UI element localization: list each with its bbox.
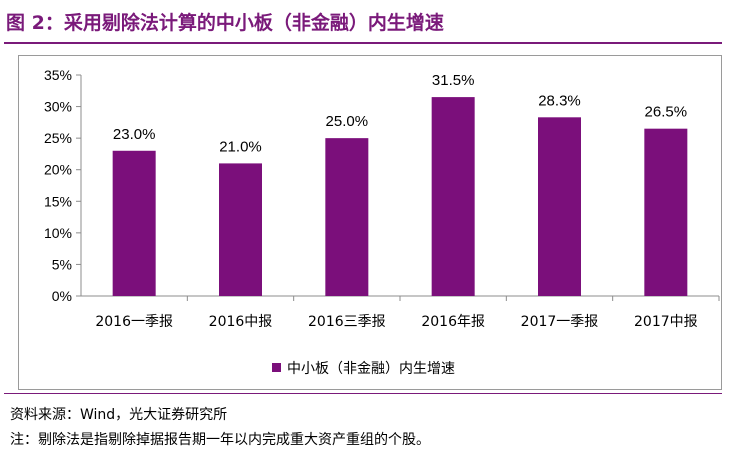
bar xyxy=(644,128,688,296)
bar xyxy=(112,150,156,296)
x-tick-label: 2016年报 xyxy=(421,314,485,330)
y-tick-label: 25% xyxy=(44,130,72,146)
bar-chart: 0% 5% 10% 15% 20% 25% 30% 35% 23.0% 2016一季报 21.0% 2… xyxy=(44,67,720,377)
method-note: 注：剔除法是指剔除掉据报告期一年以内完成重大资产重组的个股。 xyxy=(10,432,430,448)
figure-title: 图 2：采用剔除法计算的中小板（非金融）内生增速 xyxy=(6,12,444,34)
y-tick-label: 20% xyxy=(44,162,72,178)
x-tick-label: 2016三季报 xyxy=(308,314,386,330)
data-label: 26.5% xyxy=(645,104,688,121)
title-rule xyxy=(4,42,722,44)
data-label: 21.0% xyxy=(219,138,262,155)
footer-rule xyxy=(4,393,722,394)
data-label: 31.5% xyxy=(432,72,475,89)
y-tick-label: 15% xyxy=(44,193,72,209)
bar xyxy=(325,138,369,296)
data-label: 23.0% xyxy=(113,126,156,143)
y-tick-label: 10% xyxy=(44,225,72,241)
x-tick-label: 2016中报 xyxy=(209,314,273,330)
y-tick-label: 35% xyxy=(44,67,72,83)
x-tick-label: 2017一季报 xyxy=(521,314,599,330)
legend-label: 中小板（非金融）内生增速 xyxy=(287,361,455,377)
y-tick-label: 30% xyxy=(44,99,72,115)
data-label: 25.0% xyxy=(326,113,369,130)
source-note: 资料来源：Wind，光大证券研究所 xyxy=(10,407,228,423)
y-tick-label: 0% xyxy=(52,288,72,304)
data-label: 28.3% xyxy=(538,92,581,109)
legend-swatch xyxy=(272,363,281,372)
bar xyxy=(219,163,262,296)
x-tick-label: 2016一季报 xyxy=(95,314,173,330)
bar xyxy=(431,97,475,296)
chart-frame: 0% 5% 10% 15% 20% 25% 30% 35% 23.0% 2016一季报 21.0% 2… xyxy=(18,55,722,390)
x-tick-label: 2017中报 xyxy=(634,314,698,330)
bar xyxy=(538,117,581,296)
y-tick-label: 5% xyxy=(52,256,72,272)
